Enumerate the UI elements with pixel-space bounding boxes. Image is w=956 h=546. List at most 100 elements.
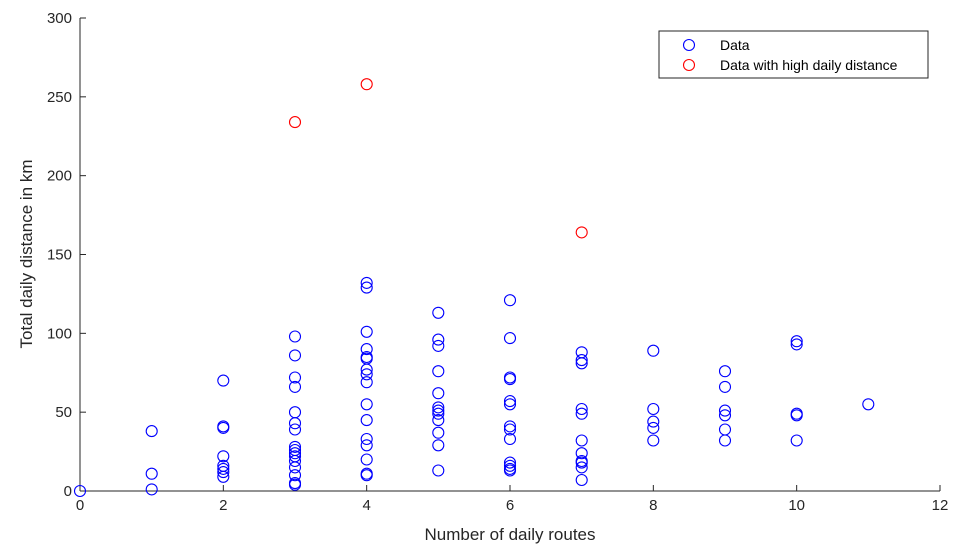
y-ticks: 0 50 100 150 200 250 300 xyxy=(47,10,86,500)
data-point xyxy=(647,344,660,357)
data-point xyxy=(647,421,660,434)
data-point xyxy=(360,453,373,466)
data-point xyxy=(432,414,445,427)
data-point xyxy=(288,447,302,460)
data-point xyxy=(790,434,803,447)
data-point xyxy=(288,423,302,436)
data-point xyxy=(790,338,803,351)
data-point xyxy=(503,420,517,433)
data-point xyxy=(145,483,158,496)
y-tick-label: 0 xyxy=(64,483,72,500)
data-point xyxy=(647,415,660,428)
data-point xyxy=(360,325,373,338)
y-tick-label: 300 xyxy=(47,10,72,27)
data-point xyxy=(288,469,302,482)
data-point xyxy=(360,343,373,356)
x-ticks: 0 2 4 6 8 10 12 xyxy=(76,485,949,514)
data-point xyxy=(145,425,158,438)
axes xyxy=(79,18,940,492)
y-tick-label: 250 xyxy=(47,89,72,106)
data-point xyxy=(360,368,373,381)
high-distance-point xyxy=(360,78,373,91)
data-point xyxy=(790,409,803,422)
data-point xyxy=(575,357,588,370)
data-point xyxy=(288,371,302,384)
data-point xyxy=(288,478,302,491)
x-tick-label: 6 xyxy=(506,497,514,514)
data-point xyxy=(288,454,302,468)
y-tick-label: 150 xyxy=(47,247,72,264)
data-point xyxy=(503,395,517,408)
data-point xyxy=(217,374,230,387)
data-point xyxy=(360,376,373,389)
legend: Data Data with high daily distance xyxy=(658,30,929,79)
data-point xyxy=(360,398,373,411)
data-point xyxy=(575,456,588,469)
data-point xyxy=(360,363,373,376)
data-point xyxy=(360,276,373,289)
data-point xyxy=(790,335,803,348)
data-point xyxy=(647,402,660,416)
y-axis-title: Total daily distance in km xyxy=(17,160,36,349)
data-point xyxy=(217,462,230,475)
data-point xyxy=(288,417,302,430)
data-point xyxy=(360,439,373,452)
data-point xyxy=(432,339,445,352)
data-point xyxy=(288,380,302,393)
data-point xyxy=(432,306,445,319)
x-tick-label: 8 xyxy=(649,497,657,514)
data-point xyxy=(503,294,517,307)
data-point xyxy=(718,404,732,417)
data-point xyxy=(145,467,158,480)
legend-label-high-distance: Data with high daily distance xyxy=(720,57,898,73)
data-point xyxy=(718,409,732,422)
data-point xyxy=(718,380,732,393)
high-distance-point xyxy=(575,226,588,239)
data-point xyxy=(288,330,302,343)
data-point xyxy=(575,354,588,367)
data-point xyxy=(432,387,445,400)
y-tick-label: 50 xyxy=(55,404,72,421)
data-point xyxy=(288,349,302,362)
data-point xyxy=(503,464,517,477)
data-point xyxy=(360,414,373,427)
legend-box xyxy=(658,30,929,79)
data-point xyxy=(360,469,373,482)
data-point xyxy=(73,484,87,498)
data-points xyxy=(73,78,875,498)
data-point xyxy=(503,398,517,411)
data-point xyxy=(288,461,302,474)
data-point xyxy=(217,470,230,483)
x-tick-label: 0 xyxy=(76,497,84,514)
data-point xyxy=(432,404,445,417)
data-point xyxy=(575,461,588,474)
data-point xyxy=(432,365,445,378)
data-point xyxy=(432,439,445,452)
data-point xyxy=(288,440,302,453)
data-point xyxy=(503,373,517,386)
data-point xyxy=(575,473,588,487)
data-point xyxy=(217,450,230,463)
data-point xyxy=(575,434,588,447)
data-point xyxy=(503,432,517,446)
x-tick-label: 12 xyxy=(932,497,949,514)
legend-label-data: Data xyxy=(720,37,750,53)
data-point xyxy=(360,432,373,446)
legend-marker-high-distance xyxy=(682,58,696,72)
data-point xyxy=(432,407,445,420)
data-point xyxy=(217,466,230,479)
data-point xyxy=(360,281,373,294)
data-point xyxy=(647,434,660,447)
x-tick-label: 2 xyxy=(219,497,227,514)
data-point xyxy=(718,434,732,447)
legend-marker-data xyxy=(682,38,696,52)
data-point xyxy=(718,365,732,378)
data-point xyxy=(503,459,517,472)
x-axis-title: Number of daily routes xyxy=(424,525,595,544)
data-point xyxy=(575,407,588,420)
data-point xyxy=(503,456,517,469)
data-point xyxy=(575,402,588,416)
x-tick-label: 10 xyxy=(788,497,805,514)
data-point xyxy=(503,332,517,345)
